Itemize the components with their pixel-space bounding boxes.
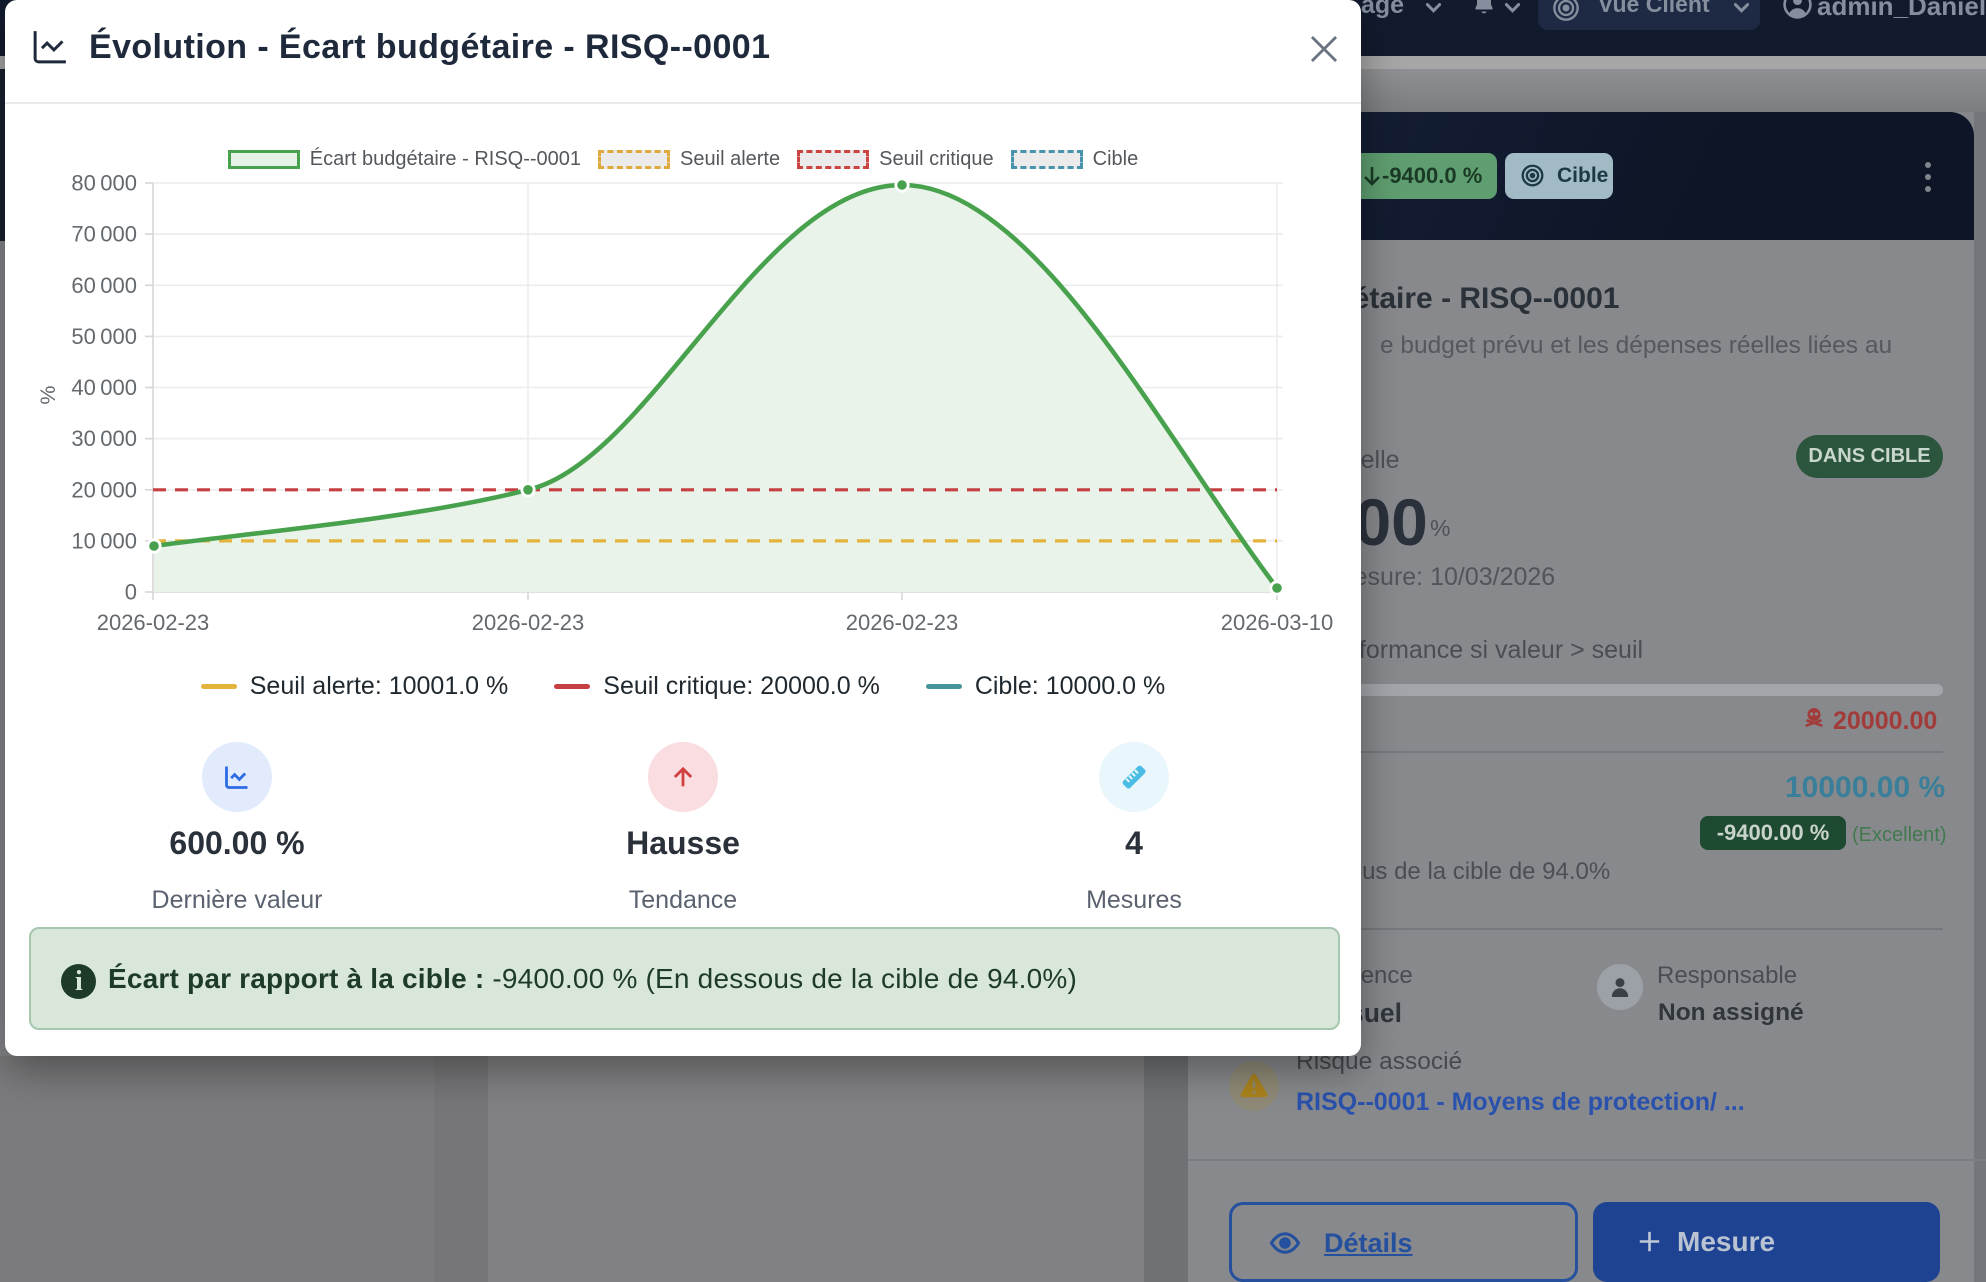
svg-text:2026-02-23: 2026-02-23 <box>846 610 959 635</box>
svg-text:40 000: 40 000 <box>71 375 137 400</box>
svg-text:50 000: 50 000 <box>71 324 137 349</box>
svg-text:30 000: 30 000 <box>71 426 137 451</box>
svg-text:80 000: 80 000 <box>71 171 137 196</box>
svg-text:10 000: 10 000 <box>71 528 137 553</box>
svg-text:0: 0 <box>125 580 137 605</box>
svg-text:2026-02-23: 2026-02-23 <box>472 610 585 635</box>
svg-text:2026-02-23: 2026-02-23 <box>97 610 210 635</box>
svg-text:2026-03-10: 2026-03-10 <box>1221 610 1334 635</box>
svg-text:%: % <box>36 385 60 404</box>
svg-text:60 000: 60 000 <box>71 273 137 298</box>
svg-text:70 000: 70 000 <box>71 222 137 247</box>
svg-text:20 000: 20 000 <box>71 477 137 502</box>
